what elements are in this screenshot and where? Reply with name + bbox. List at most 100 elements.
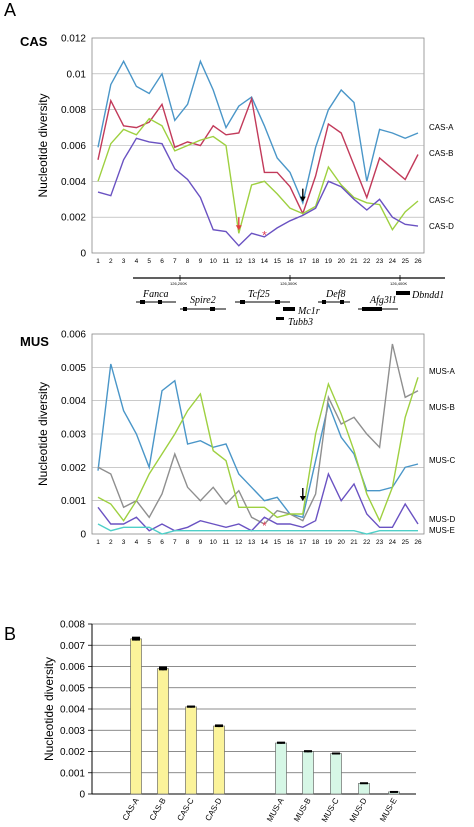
bar-cas-d: [213, 725, 225, 795]
cas-y-tick-label: 0.012: [61, 34, 86, 45]
error-bar-body: [159, 666, 167, 671]
panel-label-a: A: [4, 0, 16, 20]
cas-x-tick-label: 18: [312, 258, 320, 265]
mus-series-label-mus-c: MUS-C: [429, 456, 455, 465]
bar-y-tick-label: 0.001: [60, 768, 85, 779]
mus-arrow-head: [299, 496, 306, 501]
mus-x-tick-label: 17: [299, 539, 307, 546]
group-label-mus: MUS: [20, 334, 49, 349]
mus-series-label-mus-d: MUS-D: [429, 515, 455, 524]
map-coord: 126,200K: [170, 281, 187, 286]
cas-y-tick-label: 0.006: [61, 141, 86, 152]
bar-mus-c: [330, 753, 342, 795]
mus-asterisk-marker: *: [262, 519, 267, 533]
mus-series-line-mus-c: [97, 377, 419, 523]
cas-series-line-cas-b: [97, 96, 419, 216]
cas-x-tick-label: 1: [96, 258, 100, 265]
gene-label-mc1r: Mc1r: [297, 306, 320, 317]
cas-x-tick-label: 25: [402, 258, 410, 265]
mus-x-tick-label: 20: [338, 539, 346, 546]
gene-label-tcf25: Tcf25: [248, 289, 270, 300]
mus-x-tick-label: 13: [248, 539, 256, 546]
gene-exon: [183, 307, 187, 311]
error-bar-body: [304, 750, 312, 753]
cas-series-label-cas-d: CAS-D: [429, 222, 454, 231]
error-bar-body: [187, 706, 195, 708]
mus-series-line-mus-b: [97, 343, 419, 525]
cas-arrow-head: [299, 196, 306, 202]
gene-label-tubb3: Tubb3: [288, 317, 313, 328]
mus-x-tick-label: 9: [199, 539, 203, 546]
cas-x-tick-label: 11: [223, 258, 230, 265]
bar-cas-c: [185, 706, 197, 795]
cas-x-tick-label: 19: [325, 258, 333, 265]
mus-y-tick-label: 0.006: [61, 330, 86, 341]
gene-label-spire2: Spire2: [190, 295, 216, 306]
gene-exon: [158, 300, 162, 304]
mus-y-tick-label: 0.005: [61, 363, 86, 374]
cas-series-line-cas-c: [97, 117, 419, 234]
cas-x-tick-label: 17: [299, 258, 307, 265]
cas-y-tick-label: 0.008: [61, 105, 86, 116]
error-bar-body: [132, 637, 140, 641]
mus-x-tick-label: 1: [96, 539, 100, 546]
mus-x-tick-label: 25: [402, 539, 410, 546]
bar-category-label: MUS-D: [348, 796, 369, 823]
mus-x-tick-label: 24: [389, 539, 397, 546]
cas-x-tick-label: 12: [235, 258, 243, 265]
mus-series-line-mus-d: [97, 472, 419, 532]
cas-series-label-cas-b: CAS-B: [429, 149, 453, 158]
cas-x-tick-label: 20: [338, 258, 346, 265]
mus-x-tick-label: 12: [235, 539, 243, 546]
gene-exon: [340, 300, 344, 304]
error-bar-body: [215, 724, 223, 728]
mus-x-tick-label: 14: [261, 539, 269, 546]
cas-arrow-head: [235, 225, 242, 231]
error-bar-body: [277, 742, 285, 744]
mus-x-tick-label: 22: [363, 539, 371, 546]
cas-x-tick-label: 23: [376, 258, 384, 265]
cas-x-tick-label: 4: [135, 258, 139, 265]
mus-x-tick-label: 11: [223, 539, 230, 546]
mus-y-tick-label: 0.003: [61, 430, 86, 441]
gene-dbndd1-box: [396, 291, 410, 295]
bar-mus-b: [302, 751, 314, 795]
bar-cas-a: [130, 638, 142, 795]
mus-x-tick-label: 15: [274, 539, 282, 546]
mus-x-tick-label: 16: [286, 539, 294, 546]
mus-x-tick-label: 4: [135, 539, 139, 546]
cas-series-label-cas-c: CAS-C: [429, 196, 454, 205]
panel-label-b: B: [4, 624, 16, 644]
mus-x-tick-label: 26: [414, 539, 422, 546]
cas-y-tick-label: 0.002: [61, 213, 86, 224]
gene-label-dbndd1: Dbndd1: [411, 290, 444, 301]
error-bar-body: [360, 782, 368, 785]
bar-category-label: CAS-C: [175, 796, 195, 822]
cas-x-tick-label: 13: [248, 258, 256, 265]
cas-x-tick-label: 9: [199, 258, 203, 265]
bar-y-tick-label: 0.008: [60, 620, 85, 631]
mus-x-tick-label: 21: [350, 539, 358, 546]
mus-series-label-mus-a: MUS-A: [429, 367, 455, 376]
cas-x-tick-label: 7: [173, 258, 177, 265]
cas-x-tick-label: 3: [122, 258, 126, 265]
mus-x-tick-label: 23: [376, 539, 384, 546]
gene-map: 126,200K 126,300K 126,400K Fanca Spire2 …: [133, 275, 445, 328]
bar-category-label: MUS-E: [378, 797, 399, 824]
bar-y-tick-label: 0.002: [60, 747, 85, 758]
mus-series-line-mus-e: [97, 523, 418, 535]
bar-cas-b: [157, 668, 169, 795]
mus-x-tick-label: 18: [312, 539, 320, 546]
mus-x-tick-label: 8: [186, 539, 190, 546]
gene-exon: [275, 300, 280, 304]
map-coord: 126,400K: [390, 281, 407, 286]
bar-category-label: MUS-B: [292, 797, 313, 824]
cas-series-label-cas-a: CAS-A: [429, 123, 454, 132]
cas-x-tick-label: 10: [210, 258, 218, 265]
bar-y-tick-label: 0.006: [60, 662, 85, 673]
bar-category-label: CAS-D: [203, 796, 223, 822]
cas-x-tick-label: 16: [286, 258, 294, 265]
mus-x-tick-label: 2: [109, 539, 113, 546]
